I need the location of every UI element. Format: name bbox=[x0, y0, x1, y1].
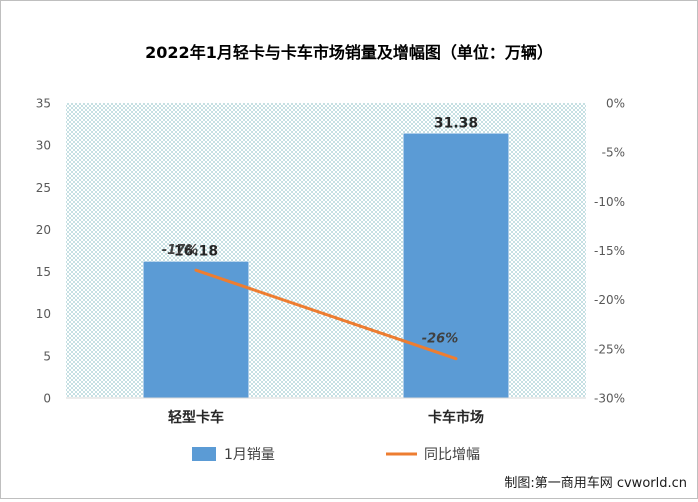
legend-line-label: 同比增幅 bbox=[424, 447, 480, 463]
x-axis: 轻型卡车 卡车市场 bbox=[168, 409, 484, 426]
right-tick-label: 0% bbox=[606, 97, 625, 111]
right-tick-label: -25% bbox=[594, 342, 625, 356]
right-tick-label: -10% bbox=[594, 195, 625, 209]
line-data-label: -26% bbox=[422, 332, 459, 347]
left-axis: 0 5 10 15 20 25 30 35 bbox=[36, 97, 51, 406]
bar-data-label: 31.38 bbox=[434, 116, 478, 132]
credit-text: 制图:第一商用车网 cvworld.cn bbox=[504, 475, 687, 491]
bar bbox=[403, 133, 509, 399]
bar bbox=[143, 261, 249, 398]
right-tick-label: -15% bbox=[594, 244, 625, 258]
right-tick-label: -5% bbox=[602, 146, 625, 160]
left-tick-label: 5 bbox=[43, 349, 51, 363]
right-axis: 0% -5% -10% -15% -20% -25% -30% bbox=[594, 97, 625, 406]
line-series: -17% -26% bbox=[162, 243, 459, 361]
left-tick-label: 30 bbox=[36, 139, 51, 153]
left-tick-label: 0 bbox=[43, 392, 51, 406]
line-data-label: -17% bbox=[162, 243, 199, 258]
line-path bbox=[194, 268, 458, 361]
bar-series: 16.18 31.38 bbox=[143, 116, 509, 399]
legend: 1月销量 同比增幅 bbox=[192, 447, 480, 463]
bar-data-label: 16.18 bbox=[174, 244, 218, 260]
left-tick-label: 20 bbox=[36, 223, 51, 237]
right-tick-label: -30% bbox=[594, 392, 625, 406]
right-tick-label: -20% bbox=[594, 293, 625, 307]
left-tick-label: 35 bbox=[36, 97, 51, 111]
legend-bar-label: 1月销量 bbox=[224, 447, 275, 463]
left-tick-label: 10 bbox=[36, 307, 51, 321]
category-label: 轻型卡车 bbox=[168, 409, 224, 426]
legend-bar-swatch bbox=[192, 447, 216, 461]
chart-title: 2022年1月轻卡与卡车市场销量及增幅图（单位：万辆） bbox=[145, 43, 553, 62]
left-tick-label: 15 bbox=[36, 265, 51, 279]
left-tick-label: 25 bbox=[36, 181, 51, 195]
category-label: 卡车市场 bbox=[428, 409, 484, 426]
